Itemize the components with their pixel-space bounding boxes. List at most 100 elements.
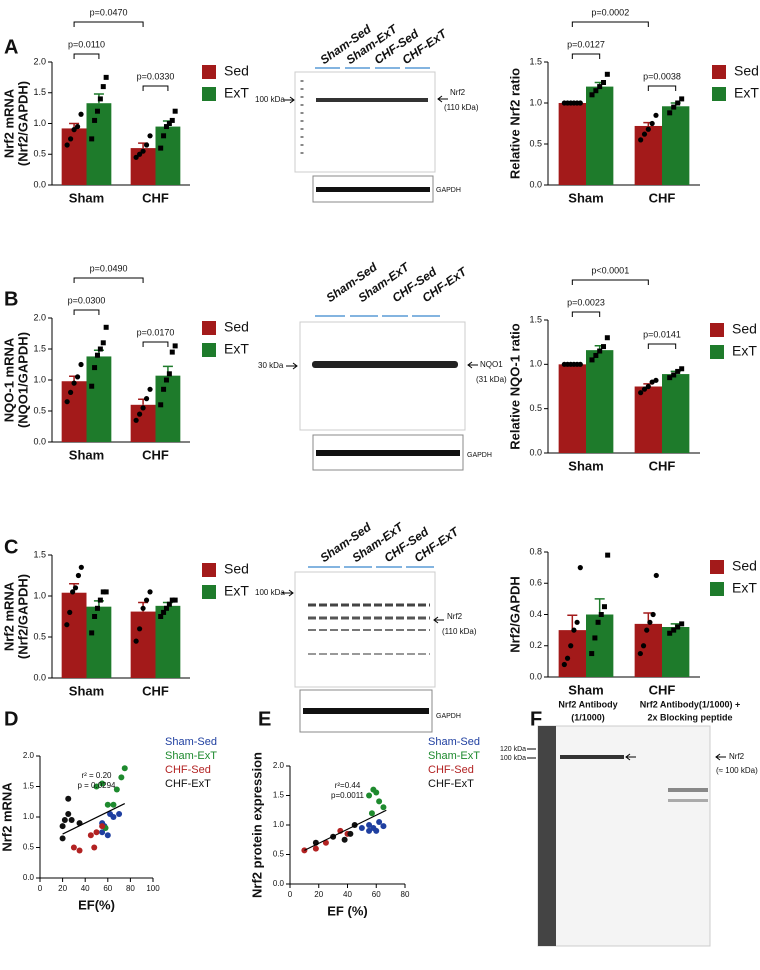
data-point: [679, 96, 685, 102]
data-point: [94, 108, 100, 114]
y-tick-label: 2.0: [23, 751, 35, 760]
data-point: [675, 624, 681, 630]
arrow: [284, 96, 295, 104]
data-point: [593, 88, 599, 94]
y-tick-label: 0.0: [529, 447, 542, 457]
data-point: [564, 655, 571, 661]
group-label: Nrf2 Antibody: [558, 699, 617, 709]
legend-label: ExT: [224, 85, 249, 101]
y-tick-label: 0.5: [33, 405, 46, 415]
data-point: [75, 572, 82, 579]
data-point: [671, 372, 677, 378]
marker-label: 30 kDa: [258, 361, 284, 370]
x-tick-label: Sham: [69, 683, 104, 698]
y-axis-label: (NQO1/GAPDH): [15, 332, 30, 428]
data-point: [158, 402, 164, 408]
data-point: [172, 597, 178, 603]
data-point: [380, 804, 387, 811]
target-label: (110 kDa): [442, 627, 477, 636]
data-point: [59, 823, 66, 830]
data-point: [104, 832, 111, 839]
y-tick-label: 0.0: [33, 672, 46, 682]
data-point: [158, 145, 164, 151]
target-label: (31 kDa): [476, 375, 507, 384]
data-point: [133, 638, 139, 644]
y-tick-label: 0.5: [33, 631, 46, 641]
bar: [662, 374, 690, 453]
x-tick-label: 80: [126, 884, 135, 893]
bar: [634, 125, 662, 185]
p-value: p=0.0170: [137, 327, 175, 337]
data-point: [137, 151, 143, 157]
x-axis-label: EF(%): [78, 897, 115, 912]
data-point: [166, 121, 172, 126]
band: [316, 98, 428, 102]
bar: [86, 606, 112, 678]
loading-label: GAPDH: [436, 713, 461, 720]
legend-label: Sed: [224, 319, 249, 335]
data-point: [143, 396, 150, 402]
legend-label: CHF-ExT: [165, 778, 211, 790]
legend-swatch: [710, 345, 724, 359]
data-point: [601, 604, 607, 610]
y-axis-label: Nrf2/GAPDH: [507, 576, 522, 653]
data-point: [368, 810, 375, 817]
legend-swatch: [710, 560, 724, 574]
blot-frame: [299, 321, 466, 431]
p-value: p=0.0300: [68, 295, 106, 305]
error-bar: [594, 598, 605, 615]
y-tick-label: 0.5: [529, 403, 542, 413]
x-tick-label: CHF: [649, 458, 676, 473]
y-tick-label: 1.5: [33, 87, 46, 97]
data-point: [166, 601, 172, 607]
data-point: [143, 597, 150, 603]
bar: [662, 627, 690, 677]
y-axis-label: Nrf2 mRNA: [0, 782, 14, 852]
data-point: [103, 74, 109, 80]
y-tick-label: 1.0: [33, 118, 46, 128]
data-point: [93, 829, 100, 836]
data-point: [644, 627, 650, 633]
y-tick-label: 0.2: [529, 640, 542, 650]
p-value: p=0.0038: [643, 71, 681, 81]
data-point: [653, 377, 659, 383]
bar: [86, 103, 112, 185]
x-tick-label: Sham: [568, 682, 603, 697]
target-label: Nrf2: [447, 612, 463, 621]
data-point: [70, 589, 76, 595]
data-point: [601, 344, 607, 350]
significance-bracket: [73, 277, 144, 283]
data-point: [158, 614, 164, 619]
legend-label: Sham-ExT: [165, 750, 217, 762]
p-value: p=0.0470: [90, 7, 128, 17]
data-point: [133, 417, 139, 423]
data-point: [99, 823, 106, 830]
data-point: [671, 627, 677, 633]
marker-label: 100 kDa: [255, 588, 285, 597]
y-tick-label: 1.5: [23, 782, 35, 791]
data-point: [92, 365, 98, 371]
legend-label: ExT: [224, 583, 249, 599]
y-axis-label: Nrf2 mRNA: [1, 88, 16, 158]
data-point: [72, 585, 79, 591]
data-point: [161, 133, 167, 139]
legend-swatch: [710, 323, 724, 337]
y-tick-label: 1.5: [529, 56, 542, 66]
data-point: [87, 832, 94, 839]
data-point: [137, 411, 143, 417]
arrow: [282, 589, 294, 597]
data-point: [110, 801, 117, 808]
y-tick-label: 2.0: [33, 312, 46, 322]
data-point: [78, 361, 84, 368]
panel-label: C: [4, 536, 18, 558]
data-point: [97, 346, 103, 352]
data-point: [598, 612, 604, 617]
data-point: [589, 651, 595, 657]
data-point: [93, 783, 100, 790]
trend-line: [62, 803, 126, 835]
significance-bracket: [571, 53, 601, 59]
x-axis-label: EF (%): [327, 903, 367, 918]
data-point: [649, 120, 655, 127]
data-point: [373, 827, 380, 834]
data-point: [671, 104, 677, 110]
